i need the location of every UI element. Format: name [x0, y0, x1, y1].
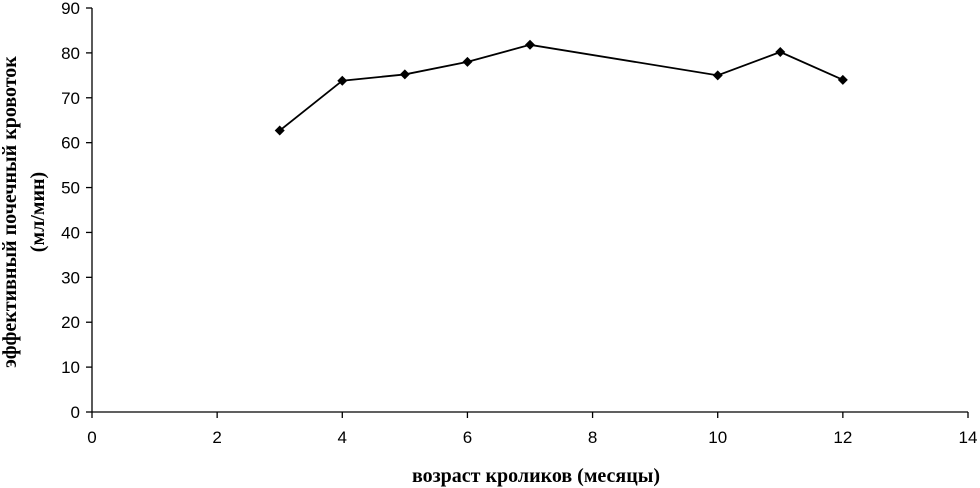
- y-tick-label: 0: [71, 403, 80, 422]
- y-tick-label: 90: [61, 0, 80, 18]
- y-tick-label: 50: [61, 179, 80, 198]
- x-axis-title: возраст кроликов (месяцы): [412, 465, 660, 487]
- data-point: [712, 70, 723, 81]
- x-axis-ticks: 0 2 4 6 8 10 12 14: [87, 412, 977, 447]
- data-point: [337, 75, 348, 86]
- data-point: [525, 39, 535, 50]
- x-tick-label: 0: [87, 428, 96, 447]
- data-point: [399, 69, 410, 80]
- y-tick-label: 30: [61, 268, 80, 287]
- data-point: [274, 125, 285, 136]
- series-line: [279, 43, 844, 132]
- x-tick-label: 10: [708, 428, 727, 447]
- x-tick-label: 14: [959, 428, 978, 447]
- x-tick-label: 12: [833, 428, 852, 447]
- y-axis-title-line1: эффективный почечный кровоток: [0, 56, 21, 368]
- y-axis-title: эффективный почечный кровоток (мл/мин): [0, 56, 49, 368]
- data-point: [775, 46, 786, 57]
- y-tick-label: 60: [61, 134, 80, 153]
- x-tick-label: 6: [463, 428, 472, 447]
- y-axis-title-line2: (мл/мин): [27, 172, 49, 252]
- y-tick-label: 80: [61, 44, 80, 63]
- data-point: [837, 74, 848, 85]
- y-tick-label: 20: [61, 313, 80, 332]
- x-tick-label: 4: [338, 428, 347, 447]
- y-tick-label: 40: [61, 223, 80, 242]
- y-axis-ticks: 0 10 20 30 40 50 60 70 80 90: [61, 0, 92, 422]
- y-tick-label: 10: [61, 358, 80, 377]
- x-tick-label: 8: [588, 428, 597, 447]
- axes: [91, 8, 968, 413]
- x-tick-label: 2: [212, 428, 221, 447]
- series-group: [274, 39, 848, 136]
- data-point: [462, 56, 473, 67]
- y-tick-label: 70: [61, 89, 80, 108]
